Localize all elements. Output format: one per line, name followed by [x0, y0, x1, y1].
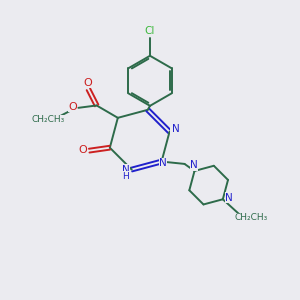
Text: H: H — [122, 172, 129, 181]
Text: N: N — [171, 124, 178, 134]
Text: N: N — [159, 158, 167, 168]
Text: O: O — [83, 78, 92, 88]
Text: CH₂CH₃: CH₂CH₃ — [31, 115, 64, 124]
Text: O: O — [68, 102, 77, 112]
Text: Cl: Cl — [145, 26, 155, 36]
Text: N: N — [225, 193, 233, 203]
Text: N: N — [122, 165, 130, 175]
Text: O: O — [78, 145, 87, 155]
Text: N: N — [190, 160, 198, 170]
Text: N: N — [172, 124, 179, 134]
Text: CH₂CH₃: CH₂CH₃ — [235, 213, 268, 222]
